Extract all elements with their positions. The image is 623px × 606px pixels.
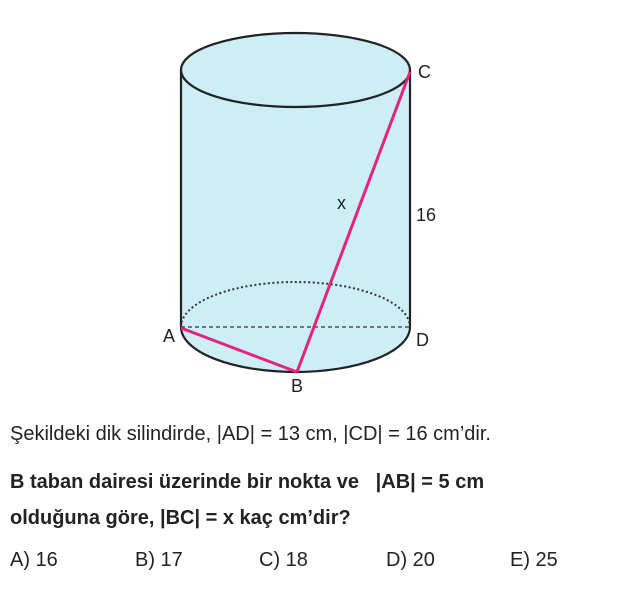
- option-b[interactable]: B) 17: [135, 549, 183, 571]
- point-c-label: C: [418, 62, 431, 82]
- top-face: [179, 31, 412, 109]
- x-label: x: [337, 193, 346, 213]
- option-a[interactable]: A) 16: [10, 549, 58, 571]
- point-a-label: A: [163, 326, 176, 346]
- height-label: 16: [416, 205, 437, 225]
- option-e[interactable]: E) 25: [510, 549, 558, 571]
- cylinder-diagram: [179, 31, 412, 374]
- point-b-label: B: [291, 376, 304, 396]
- option-d[interactable]: D) 20: [386, 549, 435, 571]
- segment-AB: [180, 326, 298, 374]
- cylinder-body: [181, 70, 410, 372]
- question-line-1: B taban dairesi üzerinde bir nokta ve |A…: [10, 471, 485, 493]
- problem-statement: Şekildeki dik silindirde, |AD| = 13 cm, …: [10, 423, 491, 445]
- point-d-label: D: [416, 330, 429, 350]
- bottom-back-arc: [180, 281, 411, 328]
- option-c[interactable]: C) 18: [259, 549, 308, 571]
- segment-BC: [295, 71, 412, 373]
- question-line-2: olduğuna göre, |BC| = x kaç cm’dir?: [10, 507, 351, 529]
